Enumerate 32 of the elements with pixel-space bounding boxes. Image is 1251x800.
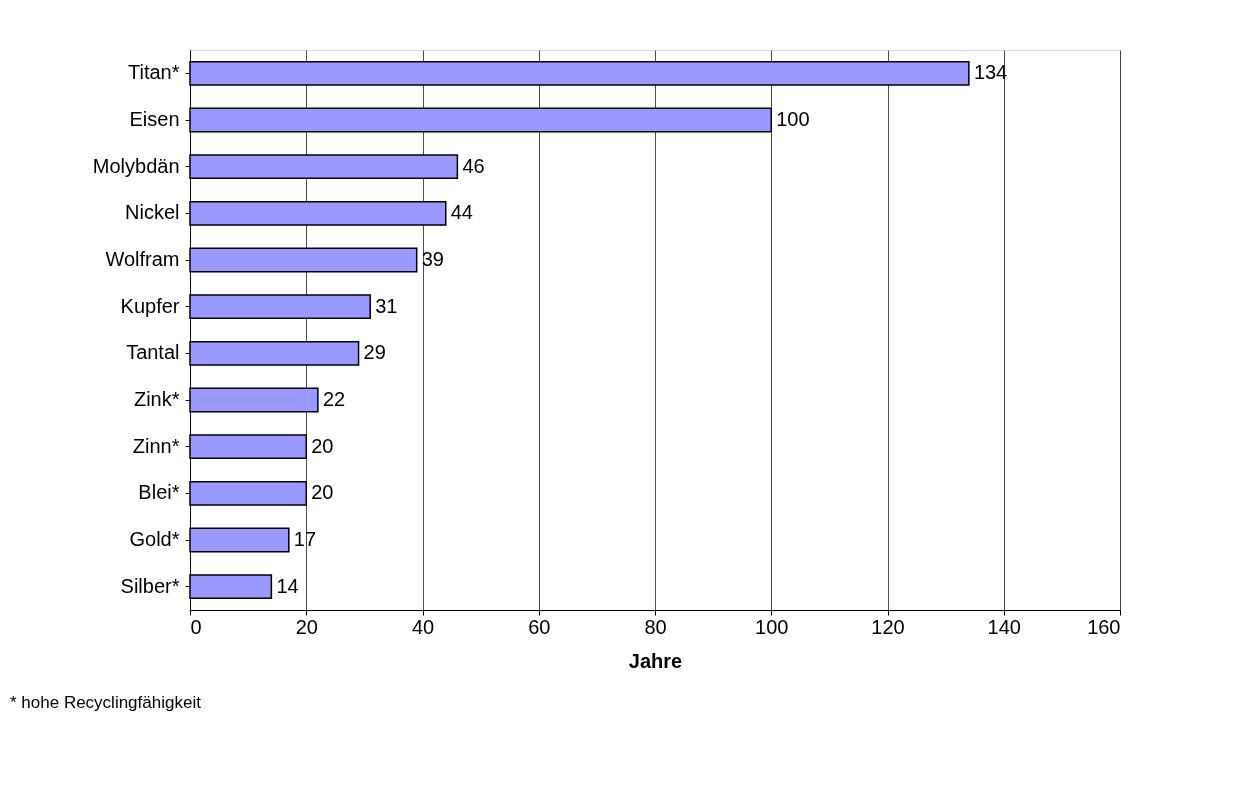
y-tick-label: Wolfram [105, 248, 180, 270]
y-tick-label: Blei* [138, 481, 180, 504]
y-tick-label: Gold* [129, 528, 180, 550]
y-tick-label: Zinn* [132, 434, 180, 457]
x-axis-title: Jahre [628, 649, 683, 672]
text: * hohe Recyclingfähigkeit [10, 693, 202, 712]
data-label: 22 [322, 388, 346, 410]
y-tick-label: Tantal [126, 341, 180, 364]
x-tick-label: 40 [411, 615, 435, 638]
y-tick-label: Kupfer [120, 294, 180, 317]
data-label: 100 [776, 108, 810, 130]
x-tick-label: 60 [528, 615, 551, 638]
y-tick-label: Silber* [120, 574, 180, 597]
data-label: 14 [276, 574, 299, 597]
y-tick-label: Nickel [125, 201, 180, 224]
y-tick-label: Zink* [133, 388, 180, 410]
x-tick-label: 140 [987, 615, 1021, 638]
data-label: 44 [450, 201, 473, 224]
data-label: 29 [363, 341, 386, 364]
data-label: 20 [311, 481, 334, 504]
x-tick-label: 20 [295, 615, 318, 638]
x-tick-label: 0 [190, 615, 202, 638]
y-tick-label: Eisen [129, 108, 180, 130]
x-tick-label: 160 [1087, 615, 1121, 638]
x-tick-label: 80 [644, 615, 667, 638]
data-label: 20 [311, 434, 334, 457]
y-tick-label: Titan* [127, 61, 180, 84]
x-tick-label: 100 [755, 615, 789, 638]
data-label: 31 [375, 294, 398, 317]
data-label: 46 [462, 154, 485, 177]
x-tick-label: 120 [871, 615, 905, 638]
y-tick-label: Molybdän [92, 154, 180, 177]
